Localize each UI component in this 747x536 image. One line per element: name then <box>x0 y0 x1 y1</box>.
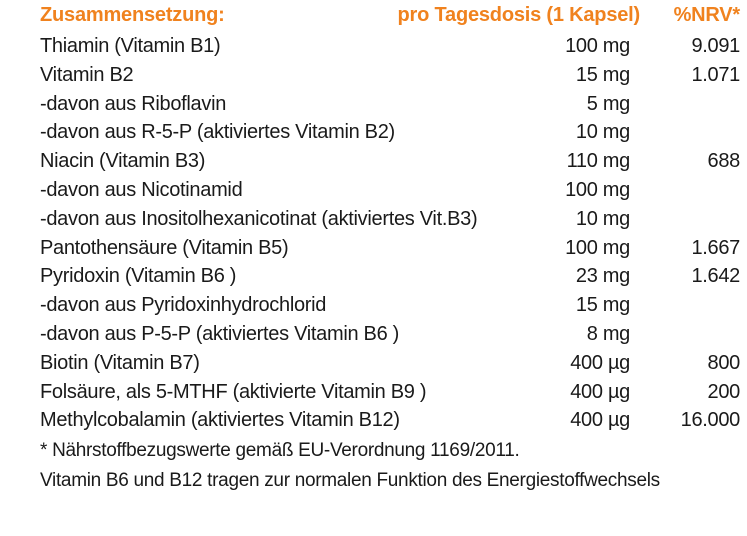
nutrient-amount: 100 mg <box>565 236 630 259</box>
nutrient-nrv <box>630 176 740 205</box>
table-row: Biotin (Vitamin B7) 400 µg 800 <box>40 349 740 378</box>
nutrient-amount: 8 mg <box>586 322 631 345</box>
health-claim: Vitamin B6 und B12 tragen zur normalen F… <box>40 470 660 492</box>
nutrient-amount: 110 mg <box>566 150 631 173</box>
table-row: -davon aus Riboflavin 5 mg <box>40 90 740 119</box>
nutrient-amount: 100 mg <box>565 178 630 201</box>
nutrient-table-body: Thiamin (Vitamin B1) 100 mg 9.091 Vitamin B… <box>40 32 740 435</box>
nutrient-nrv: 1.642 <box>691 265 740 288</box>
nutrient-name: Pantothensäure (Vitamin B5) <box>40 236 289 259</box>
nutrient-nrv: 1.071 <box>691 63 740 86</box>
nutrient-amount: 23 mg <box>575 265 630 288</box>
nutrient-amount: 10 mg <box>575 207 630 230</box>
nutrient-amount: 400 µg <box>570 351 630 374</box>
nutrient-amount: 5 mg <box>586 92 631 115</box>
table-row: -davon aus Inositolhexanicotinat (aktivi… <box>40 205 740 234</box>
table-row: Pantothensäure (Vitamin B5) 100 mg 1.667 <box>40 234 740 263</box>
nutrient-nrv: 16.000 <box>680 409 741 432</box>
nutrient-nrv <box>630 291 740 320</box>
nutrient-name: Vitamin B2 <box>40 63 134 86</box>
table-row: Methylcobalamin (aktiviertes Vitamin B12… <box>40 406 740 435</box>
nutrient-name: Folsäure, als 5-MTHF (aktivierte Vitamin… <box>40 380 427 403</box>
nutrient-name: Pyridoxin (Vitamin B6 ) <box>40 265 237 288</box>
nutrient-name: -davon aus R-5-P (aktiviertes Vitamin B2… <box>40 121 395 144</box>
nutrient-name: Niacin (Vitamin B3) <box>40 150 206 173</box>
table-row: -davon aus Pyridoxinhydrochlorid 15 mg <box>40 291 740 320</box>
nutrient-name: -davon aus P-5-P (aktiviertes Vitamin B6… <box>40 322 400 345</box>
nutrient-nrv <box>630 205 740 234</box>
nrv-column-heading: %NRV* <box>673 4 741 26</box>
nutrient-amount: 400 µg <box>570 409 630 432</box>
nutrient-amount: 400 µg <box>570 380 630 403</box>
nutrient-name: Biotin (Vitamin B7) <box>40 351 200 374</box>
nutrient-nrv: 688 <box>707 150 741 173</box>
nutrient-name: -davon aus Nicotinamid <box>40 178 243 201</box>
table-row: Vitamin B2 15 mg 1.071 <box>40 61 740 90</box>
nutrient-amount: 15 mg <box>575 63 630 86</box>
nutrient-amount: 10 mg <box>575 121 630 144</box>
table-row: Pyridoxin (Vitamin B6 ) 23 mg 1.642 <box>40 262 740 291</box>
table-row: -davon aus Nicotinamid 100 mg <box>40 176 740 205</box>
nutrient-nrv: 800 <box>707 351 741 374</box>
nutrient-nrv: 1.667 <box>691 236 740 259</box>
nutrient-amount: 15 mg <box>575 294 630 317</box>
nutrient-nrv <box>630 320 740 349</box>
nutrient-name: Methylcobalamin (aktiviertes Vitamin B12… <box>40 409 400 432</box>
nutrient-name: -davon aus Pyridoxinhydrochlorid <box>40 294 327 317</box>
nrv-footnote: * Nährstoffbezugswerte gemäß EU-Verordnu… <box>40 440 520 462</box>
nutrient-amount: 100 mg <box>565 35 630 57</box>
dose-column-heading: pro Tagesdosis (1 Kapsel) <box>397 4 641 26</box>
nutrient-name: -davon aus Riboflavin <box>40 92 227 115</box>
table-row: Folsäure, als 5-MTHF (aktivierte Vitamin… <box>40 378 740 407</box>
table-row: Niacin (Vitamin B3) 110 mg 688 <box>40 147 740 176</box>
nutrient-nrv <box>630 118 740 147</box>
nutrient-name: -davon aus Inositolhexanicotinat (aktivi… <box>40 207 478 230</box>
nutrient-nrv: 9.091 <box>691 35 740 57</box>
nutrient-table: Thiamin (Vitamin B1) 100 mg 9.091 Vitamin B… <box>40 32 740 435</box>
table-row: Thiamin (Vitamin B1) 100 mg 9.091 <box>40 32 740 61</box>
composition-heading: Zusammensetzung: <box>40 4 225 26</box>
nutrient-nrv: 200 <box>707 380 741 403</box>
nutrient-nrv <box>630 90 740 119</box>
nutrient-name: Thiamin (Vitamin B1) <box>40 35 221 57</box>
table-header: Zusammensetzung: pro Tagesdosis (1 Kapse… <box>40 4 747 32</box>
table-row: -davon aus R-5-P (aktiviertes Vitamin B2… <box>40 118 740 147</box>
table-row: -davon aus P-5-P (aktiviertes Vitamin B6… <box>40 320 740 349</box>
